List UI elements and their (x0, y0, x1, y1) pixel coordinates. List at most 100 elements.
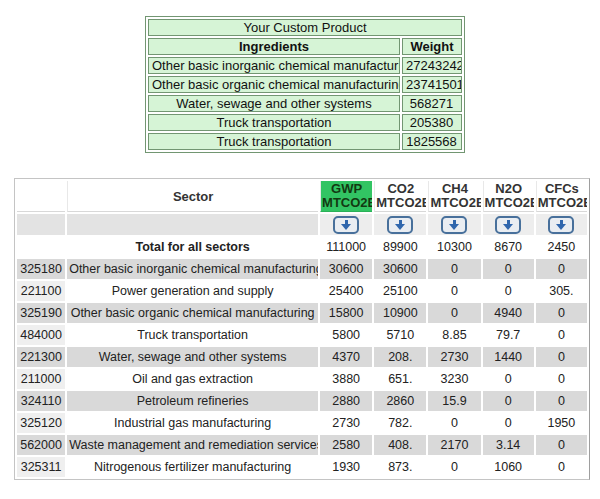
sector-code-cell: 324110 (17, 391, 65, 411)
value-cell: 79.7 (483, 325, 534, 345)
ingredient-weight-cell: 568271 (402, 95, 462, 112)
sector-code-cell: 221100 (17, 281, 65, 301)
value-cell: 0 (428, 413, 480, 433)
weight-column-header: Weight (402, 38, 462, 55)
ingredient-name-cell: Truck transportation (148, 133, 400, 150)
value-cell: 305. (536, 281, 587, 301)
sort-n2o-button[interactable] (495, 216, 521, 234)
sector-name-cell: Other basic inorganic chemical manufactu… (67, 259, 318, 279)
arrow-head (503, 224, 513, 230)
metric-unit-label: MTCO2E (430, 196, 479, 210)
sector-row: 325180Other basic inorganic chemical man… (17, 259, 587, 279)
total-code-cell (17, 237, 65, 257)
sector-row: 211000Oil and gas extraction3880651.3230… (17, 369, 587, 389)
sector-name-cell: Water, sewage and other systems (67, 347, 318, 367)
sector-code-cell: 325120 (17, 413, 65, 433)
value-cell: 0 (536, 325, 587, 345)
product-table-title: Your Custom Product (148, 19, 462, 36)
sector-name-cell: Waste management and remediation service… (67, 435, 318, 455)
sector-code-cell: 221300 (17, 347, 65, 367)
value-cell: 1950 (536, 413, 587, 433)
value-cell: 651. (374, 369, 426, 389)
value-cell: 0 (536, 303, 587, 323)
sector-row: 221300Water, sewage and other systems437… (17, 347, 587, 367)
code-column-header (17, 181, 65, 212)
metric-unit-label: MTCO2E (538, 196, 586, 210)
total-label: Total for all sectors (67, 237, 318, 257)
sector-code-cell: 325311 (17, 457, 65, 477)
sort-cfcs-button[interactable] (548, 216, 574, 234)
sector-code-cell: 484000 (17, 325, 65, 345)
value-cell: 0 (483, 413, 534, 433)
metric-unit-label: MTCO2E (485, 196, 533, 210)
product-title-row: Your Custom Product (148, 19, 462, 36)
ingredient-row: Truck transportation1825568 (148, 133, 462, 150)
sort-gwp-button[interactable] (333, 216, 359, 234)
value-cell: 10900 (374, 303, 426, 323)
sector-row: 325311Nitrogenous fertilizer manufacturi… (17, 457, 587, 477)
value-cell: 0 (428, 281, 480, 301)
value-cell: 2170 (428, 435, 480, 455)
sector-row: 562000Waste management and remediation s… (17, 435, 587, 455)
sector-name-cell: Power generation and supply (67, 281, 318, 301)
column-header-gwp: GWPMTCO2E (320, 181, 372, 212)
value-cell: 0 (536, 259, 587, 279)
total-value-ch4: 10300 (428, 237, 480, 257)
arrow-head (556, 224, 566, 230)
ingredient-weight-cell: 27243242 (402, 57, 462, 74)
custom-product-table: Your Custom Product Ingredients Weight O… (145, 16, 465, 153)
value-cell: 0 (428, 259, 480, 279)
column-header-co2: CO2MTCO2E (374, 181, 426, 212)
total-value-co2: 89900 (374, 237, 426, 257)
sort-co2-button[interactable] (387, 216, 413, 234)
ingredient-name-cell: Other basic inorganic chemical manufactu… (148, 57, 400, 74)
value-cell: 782. (374, 413, 426, 433)
value-cell: 1930 (320, 457, 372, 477)
arrow-head (341, 224, 351, 230)
value-cell: 1060 (483, 457, 534, 477)
value-cell: 2880 (320, 391, 372, 411)
sector-name-cell: Petroleum refineries (67, 391, 318, 411)
metric-gas-label: CH4 (430, 182, 479, 196)
value-cell: 2860 (374, 391, 426, 411)
ingredients-column-header: Ingredients (148, 38, 400, 55)
total-row: Total for all sectors 111000 89900 10300… (17, 237, 587, 257)
value-cell: 3880 (320, 369, 372, 389)
sector-name-cell: Nitrogenous fertilizer manufacturing (67, 457, 318, 477)
value-cell: 2730 (320, 413, 372, 433)
value-cell: 0 (536, 457, 587, 477)
metric-gas-label: CFCs (538, 182, 586, 196)
down-arrow-icon (503, 220, 513, 230)
arrow-head (449, 224, 459, 230)
metric-gas-label: N2O (485, 182, 533, 196)
value-cell: 5710 (374, 325, 426, 345)
sector-row: 325190Other basic organic chemical manuf… (17, 303, 587, 323)
table-header-row: Sector GWPMTCO2ECO2MTCO2ECH4MTCO2EN2OMTC… (17, 181, 587, 212)
sector-row: 484000Truck transportation580057108.8579… (17, 325, 587, 345)
value-cell: 1440 (483, 347, 534, 367)
value-cell: 0 (483, 369, 534, 389)
down-arrow-icon (341, 220, 351, 230)
down-arrow-icon (556, 220, 566, 230)
sector-code-cell: 325190 (17, 303, 65, 323)
total-value-gwp: 111000 (320, 237, 372, 257)
sector-code-cell: 562000 (17, 435, 65, 455)
ingredient-weight-cell: 1825568 (402, 133, 462, 150)
value-cell: 0 (483, 259, 534, 279)
ingredient-row: Other basic organic chemical manufacturi… (148, 76, 462, 93)
total-value-cfcs: 2450 (536, 237, 587, 257)
metric-gas-label: GWP (322, 182, 371, 196)
value-cell: 4370 (320, 347, 372, 367)
value-cell: 3.14 (483, 435, 534, 455)
value-cell: 2730 (428, 347, 480, 367)
value-cell: 0 (536, 347, 587, 367)
value-cell: 25100 (374, 281, 426, 301)
sector-name-cell: Oil and gas extraction (67, 369, 318, 389)
sort-cell-co2 (374, 214, 426, 235)
sector-row: 325120Industrial gas manufacturing273078… (17, 413, 587, 433)
sort-row-sector-cell (67, 214, 318, 235)
sort-ch4-button[interactable] (441, 216, 467, 234)
sector-name-cell: Other basic organic chemical manufacturi… (67, 303, 318, 323)
metric-gas-label: CO2 (376, 182, 425, 196)
sort-cell-cfcs (536, 214, 587, 235)
